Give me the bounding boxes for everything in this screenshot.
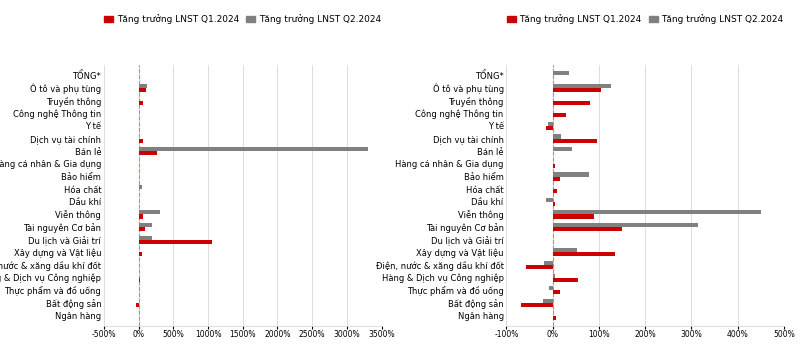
Bar	[544, 261, 553, 265]
Bar	[138, 252, 142, 256]
Bar	[553, 88, 602, 92]
Bar	[553, 177, 560, 181]
Bar	[553, 278, 578, 282]
Bar	[553, 316, 557, 320]
Bar	[553, 290, 560, 294]
Bar	[138, 84, 146, 88]
Bar	[553, 202, 555, 206]
Bar	[135, 303, 138, 307]
Bar	[138, 223, 152, 227]
Bar	[553, 210, 761, 214]
Bar	[138, 240, 211, 244]
Bar	[553, 135, 561, 139]
Bar	[138, 147, 368, 151]
Bar	[522, 303, 553, 307]
Bar	[553, 248, 577, 252]
Bar	[138, 227, 145, 231]
Bar	[138, 210, 160, 214]
Bar	[138, 101, 143, 105]
Bar	[553, 172, 589, 177]
Bar	[138, 214, 143, 219]
Bar	[549, 286, 553, 290]
Bar	[526, 265, 553, 269]
Bar	[553, 113, 566, 117]
Bar	[553, 223, 698, 227]
Bar	[553, 252, 615, 256]
Bar	[138, 185, 142, 189]
Bar	[553, 71, 569, 75]
Bar	[138, 151, 158, 155]
Bar	[553, 139, 597, 143]
Bar	[138, 278, 140, 282]
Legend: Tăng trưởng LNST Q1.2024, Tăng trưởng LNST Q2.2024: Tăng trưởng LNST Q1.2024, Tăng trưởng LN…	[101, 11, 385, 28]
Bar	[553, 189, 558, 193]
Bar	[546, 198, 553, 202]
Bar	[138, 139, 143, 143]
Bar	[548, 122, 553, 126]
Bar	[543, 299, 553, 303]
Bar	[553, 84, 610, 88]
Legend: Tăng trưởng LNST Q1.2024, Tăng trưởng LNST Q2.2024: Tăng trưởng LNST Q1.2024, Tăng trưởng LN…	[503, 11, 787, 28]
Bar	[553, 101, 590, 105]
Bar	[138, 88, 146, 92]
Bar	[553, 227, 622, 231]
Bar	[553, 164, 555, 168]
Bar	[138, 236, 151, 240]
Bar	[546, 126, 553, 130]
Bar	[553, 274, 555, 278]
Bar	[553, 147, 572, 151]
Bar	[553, 214, 594, 219]
